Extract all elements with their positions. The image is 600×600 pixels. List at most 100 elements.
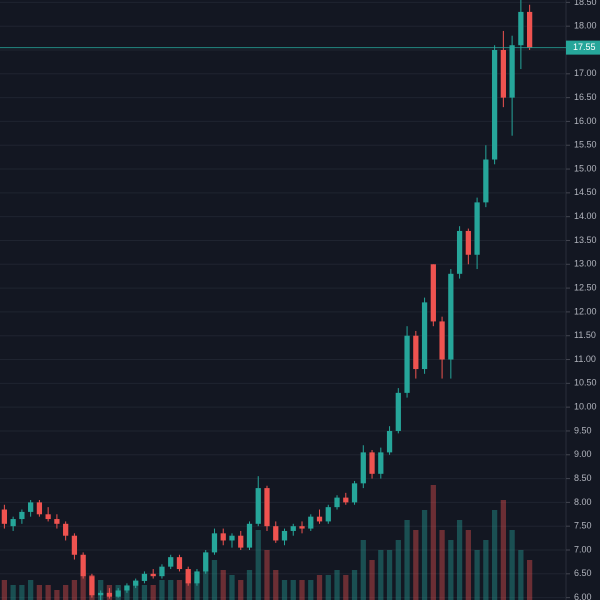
candle-body: [71, 535, 78, 555]
candle-body: [456, 230, 463, 274]
candle-body: [439, 321, 445, 360]
volume-bar: [54, 590, 60, 600]
volume-bar: [133, 580, 139, 600]
candle-body: [500, 50, 506, 98]
candle-body: [474, 202, 480, 255]
candle-body: [229, 535, 235, 541]
volume-bar: [168, 580, 174, 600]
candles: [1, 0, 533, 600]
candle-body: [255, 488, 261, 524]
volume-bar: [159, 580, 165, 600]
volume-bar: [308, 580, 314, 600]
volume-bar: [430, 485, 436, 600]
candle-body: [115, 590, 121, 597]
volume-bar: [273, 570, 279, 600]
y-tick-label: 18.00: [574, 21, 597, 31]
candle-body: [413, 335, 419, 370]
y-tick-label: 14.50: [574, 187, 597, 197]
candle-body: [185, 569, 191, 584]
volume-bar: [71, 580, 78, 600]
candle-body: [220, 533, 226, 541]
candle-body: [430, 264, 436, 322]
volume-bar: [185, 575, 191, 600]
volume-bar: [421, 510, 428, 600]
candle-body: [351, 483, 358, 503]
candle-body: [526, 11, 533, 48]
candle-body: [211, 533, 218, 553]
volume-bar: [264, 550, 270, 600]
candle-body: [28, 502, 34, 512]
candle-body: [10, 519, 16, 527]
volume-bar: [290, 580, 296, 600]
y-tick-label: 15.50: [574, 140, 597, 150]
candle-body: [238, 535, 244, 548]
candle-body: [176, 557, 183, 570]
candle-body: [404, 335, 410, 393]
candle-body: [264, 488, 270, 527]
candle-body: [334, 497, 340, 508]
candle-body: [45, 514, 51, 520]
y-tick-label: 16.50: [574, 92, 597, 102]
candle-body: [19, 511, 25, 520]
y-tick-label: 13.00: [574, 259, 597, 269]
volume-bar: [378, 550, 384, 600]
last-price-label: 17.55: [573, 42, 596, 52]
volume-bar: [483, 540, 489, 600]
y-tick-label: 6.00: [574, 592, 592, 600]
candle-body: [325, 507, 331, 522]
volume-bar: [255, 530, 261, 600]
candle-body: [159, 566, 165, 577]
candle-body: [36, 502, 43, 515]
candle-body: [491, 50, 498, 160]
y-tick-label: 8.50: [574, 473, 592, 483]
candle-body: [141, 573, 148, 581]
volume-bar: [63, 585, 69, 600]
volume-bar: [474, 550, 480, 600]
candle-body: [194, 571, 200, 584]
candle-body: [168, 557, 174, 567]
candle-body: [246, 523, 253, 548]
candle-body: [343, 497, 349, 503]
volume-bar: [238, 580, 244, 600]
volume-bar: [369, 560, 375, 600]
volume-bar: [28, 580, 34, 600]
candle-body: [98, 592, 104, 596]
candle-body: [448, 273, 454, 360]
y-tick-label: 7.50: [574, 521, 592, 531]
volume-bar: [500, 500, 506, 600]
volume-bar: [281, 580, 288, 600]
volume-bar: [80, 570, 86, 600]
candle-body: [483, 159, 489, 203]
candle-body: [124, 585, 130, 591]
y-tick-label: 9.00: [574, 449, 592, 459]
volume-bar: [211, 560, 218, 600]
y-tick-label: 14.00: [574, 211, 597, 221]
candle-body: [509, 45, 515, 98]
volume-bar: [229, 575, 235, 600]
y-tick-label: 15.00: [574, 163, 597, 173]
volume-bar: [1, 580, 8, 600]
candle-body: [421, 302, 428, 370]
y-tick-label: 11.00: [574, 354, 596, 364]
volume-bar: [404, 520, 410, 600]
candle-body: [395, 392, 401, 431]
candle-body: [89, 576, 95, 596]
candle-body: [360, 452, 366, 484]
candle-body: [281, 530, 288, 541]
y-tick-label: 11.50: [574, 330, 596, 340]
volume-bar: [150, 585, 156, 600]
volume-bar: [176, 580, 183, 600]
candle-body: [316, 516, 323, 522]
volume-bar: [36, 585, 43, 600]
volume-bar: [386, 550, 393, 600]
candle-body: [290, 526, 296, 531]
last-price-box: [566, 40, 600, 55]
candle-body: [106, 592, 113, 597]
y-tick-label: 12.50: [574, 282, 597, 292]
y-tick-label: 9.50: [574, 425, 592, 435]
volume-bar: [413, 530, 419, 600]
y-tick-label: 12.00: [574, 306, 597, 316]
